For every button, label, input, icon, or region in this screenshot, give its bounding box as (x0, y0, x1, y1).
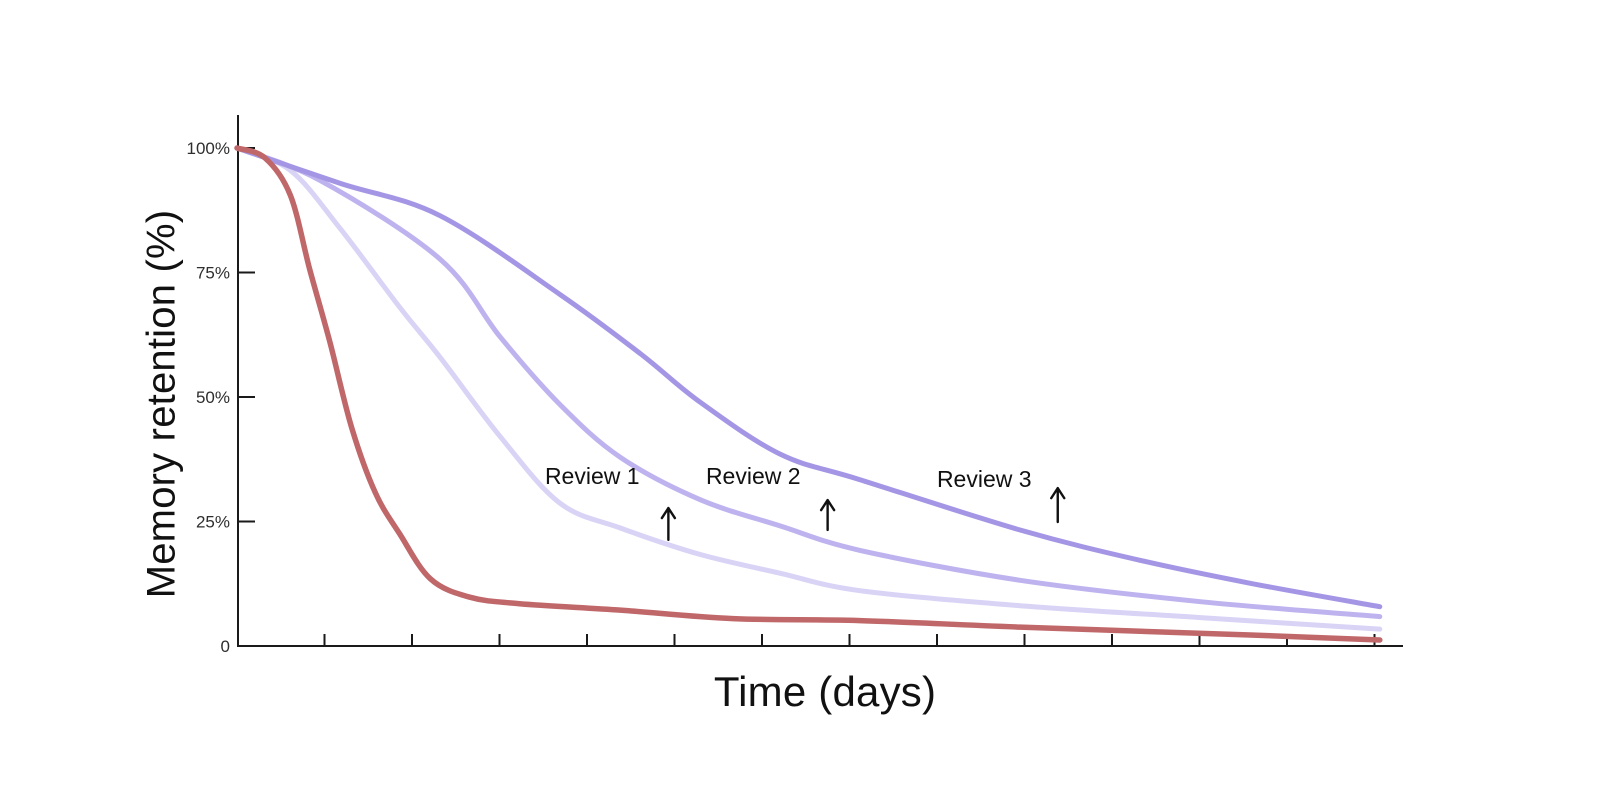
curve-after-review-1 (234, 145, 1383, 632)
review-1-arrow (660, 506, 677, 542)
curve-forgetting-curve-no-review- (234, 145, 1383, 643)
review-2-arrow (819, 498, 836, 532)
y-axis-title: Memory retention (%) (139, 209, 184, 599)
review-1-label: Review 1 (545, 463, 640, 489)
review-3-label: Review 3 (937, 466, 1032, 492)
y-tick-label-100: 100% (187, 139, 230, 158)
y-tick-label-0: 0 (221, 637, 230, 656)
review-2-label: Review 2 (706, 463, 801, 489)
x-axis-title: Time (days) (713, 668, 937, 715)
y-tick-label-25: 25% (196, 513, 230, 532)
review-3-arrow (1050, 486, 1066, 524)
y-tick-label-75: 75% (196, 264, 230, 283)
curve-after-review-3 (234, 145, 1383, 610)
y-tick-label-50: 50% (196, 388, 230, 407)
curve-after-review-2 (234, 145, 1383, 620)
